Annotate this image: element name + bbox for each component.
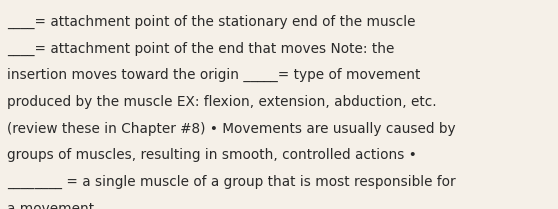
Text: ____= attachment point of the stationary end of the muscle: ____= attachment point of the stationary… (7, 15, 416, 29)
Text: groups of muscles, resulting in smooth, controlled actions •: groups of muscles, resulting in smooth, … (7, 148, 417, 162)
Text: ________ = a single muscle of a group that is most responsible for: ________ = a single muscle of a group th… (7, 175, 456, 189)
Text: (review these in Chapter #8) • Movements are usually caused by: (review these in Chapter #8) • Movements… (7, 122, 456, 136)
Text: ____= attachment point of the end that moves Note: the: ____= attachment point of the end that m… (7, 41, 395, 56)
Text: insertion moves toward the origin _____= type of movement: insertion moves toward the origin _____=… (7, 68, 421, 82)
Text: a movement: a movement (7, 202, 94, 209)
Text: produced by the muscle EX: flexion, extension, abduction, etc.: produced by the muscle EX: flexion, exte… (7, 95, 437, 109)
